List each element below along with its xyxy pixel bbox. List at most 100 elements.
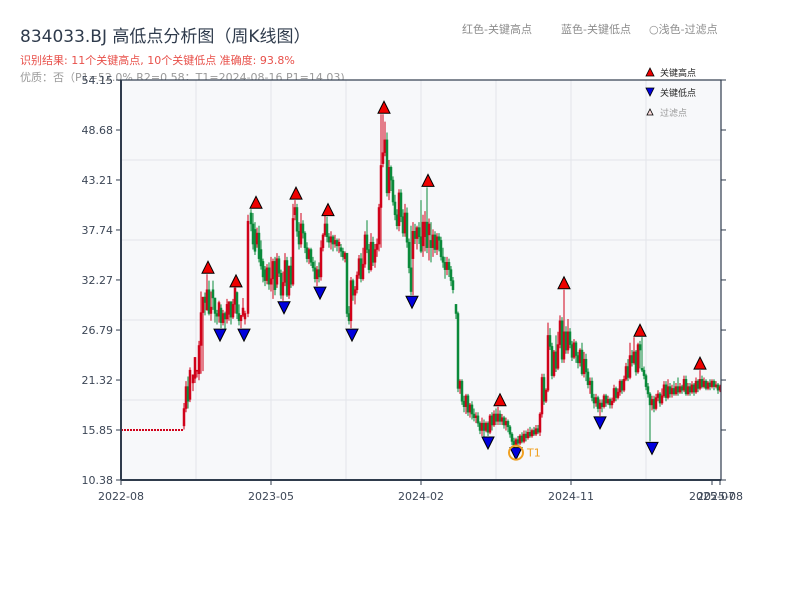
candle-body xyxy=(383,139,387,153)
candle-body xyxy=(560,320,564,360)
key-high-marker-icon xyxy=(229,273,243,288)
candle-body xyxy=(458,380,462,389)
candle-body xyxy=(365,234,369,250)
candle-body xyxy=(305,247,309,259)
candle-body xyxy=(588,380,592,386)
candle-body xyxy=(349,280,353,322)
candle-body xyxy=(702,380,706,387)
candle-body xyxy=(401,216,405,234)
candle-body xyxy=(504,421,508,426)
candle-body xyxy=(213,297,217,314)
candle-body xyxy=(716,384,720,391)
key-high-marker-icon xyxy=(321,202,335,217)
candle-body xyxy=(273,261,277,290)
candle-body xyxy=(283,260,287,283)
y-tick-label: 32.27 xyxy=(82,274,114,287)
y-tick-label: 21.32 xyxy=(82,374,114,387)
candle-body xyxy=(708,382,712,387)
candle-body xyxy=(387,167,391,194)
candle-body xyxy=(379,165,383,208)
candle-body xyxy=(295,207,299,232)
candle-body xyxy=(652,399,656,409)
candle-body xyxy=(293,207,297,216)
candle-body xyxy=(566,331,570,351)
candle-body xyxy=(261,261,265,278)
candle-body xyxy=(449,269,453,281)
candle-body xyxy=(612,388,616,402)
candle-body xyxy=(574,342,578,356)
candle-body xyxy=(608,399,612,406)
candle-body xyxy=(656,393,660,398)
candle-body xyxy=(437,236,441,241)
candle-body xyxy=(241,307,245,316)
candle-body xyxy=(431,234,435,248)
candle-body xyxy=(407,241,411,269)
candle-body xyxy=(518,435,522,444)
candle-body xyxy=(239,315,243,322)
candle-body xyxy=(197,345,201,375)
candle-body xyxy=(195,369,199,372)
candle-body xyxy=(227,301,231,315)
candle-body xyxy=(630,355,634,364)
candle-body xyxy=(486,422,490,433)
candle-body xyxy=(474,415,478,418)
candle-body xyxy=(602,395,606,407)
key-high-marker-icon xyxy=(421,173,435,187)
candle-body xyxy=(536,428,540,433)
y-tick-label: 15.85 xyxy=(82,424,114,437)
candle-body xyxy=(604,395,608,404)
candle-body xyxy=(433,234,437,250)
candle-body xyxy=(548,335,552,347)
candle-body xyxy=(229,301,233,318)
candle-body xyxy=(421,221,425,247)
candle-body xyxy=(417,227,421,237)
candle-body xyxy=(441,256,445,263)
candle-body xyxy=(425,221,429,248)
y-tick-label: 48.68 xyxy=(82,124,114,137)
key-high-marker-icon xyxy=(493,392,507,407)
candle-body xyxy=(389,167,393,181)
candle-body xyxy=(395,214,399,227)
candle-body xyxy=(323,223,327,236)
candle-body xyxy=(624,366,628,380)
candle-body xyxy=(698,379,702,389)
candle-body xyxy=(215,313,219,317)
candle-body xyxy=(628,355,632,378)
candle-body xyxy=(686,386,690,395)
candle-body xyxy=(490,415,494,426)
key-low-marker-icon xyxy=(593,416,607,430)
candle-body xyxy=(217,302,221,317)
candle-body xyxy=(415,227,419,239)
candle-body xyxy=(660,395,664,404)
candle-body xyxy=(538,413,542,433)
candle-body xyxy=(554,351,558,369)
candle-body xyxy=(353,289,357,296)
candle-body xyxy=(502,417,506,426)
x-tick-label: 2024-02 xyxy=(398,490,444,503)
candle-body xyxy=(666,386,670,398)
key-low-marker-icon xyxy=(213,328,227,343)
candle-body xyxy=(600,402,604,407)
candle-body xyxy=(636,344,640,373)
candle-body xyxy=(618,380,622,393)
candle-body xyxy=(454,304,458,314)
candle-body xyxy=(712,380,716,387)
candle-body xyxy=(391,179,395,203)
candle-body xyxy=(188,369,192,400)
candle-body xyxy=(526,432,530,439)
candle-body xyxy=(622,379,626,391)
candle-body xyxy=(632,351,636,364)
candle-body xyxy=(462,400,466,407)
candle-body xyxy=(482,422,486,431)
candle-body xyxy=(558,320,562,345)
x-tick-label: 2025-07 xyxy=(689,490,735,503)
candle-body xyxy=(516,439,520,444)
candle-body xyxy=(191,374,195,384)
candle-body xyxy=(297,230,301,245)
candle-body xyxy=(570,344,574,358)
legend-label: 过滤点 xyxy=(660,107,687,119)
candle-body xyxy=(644,375,648,387)
key-high-marker-icon xyxy=(289,186,303,200)
candle-body xyxy=(343,252,347,259)
candle-body xyxy=(359,258,363,280)
